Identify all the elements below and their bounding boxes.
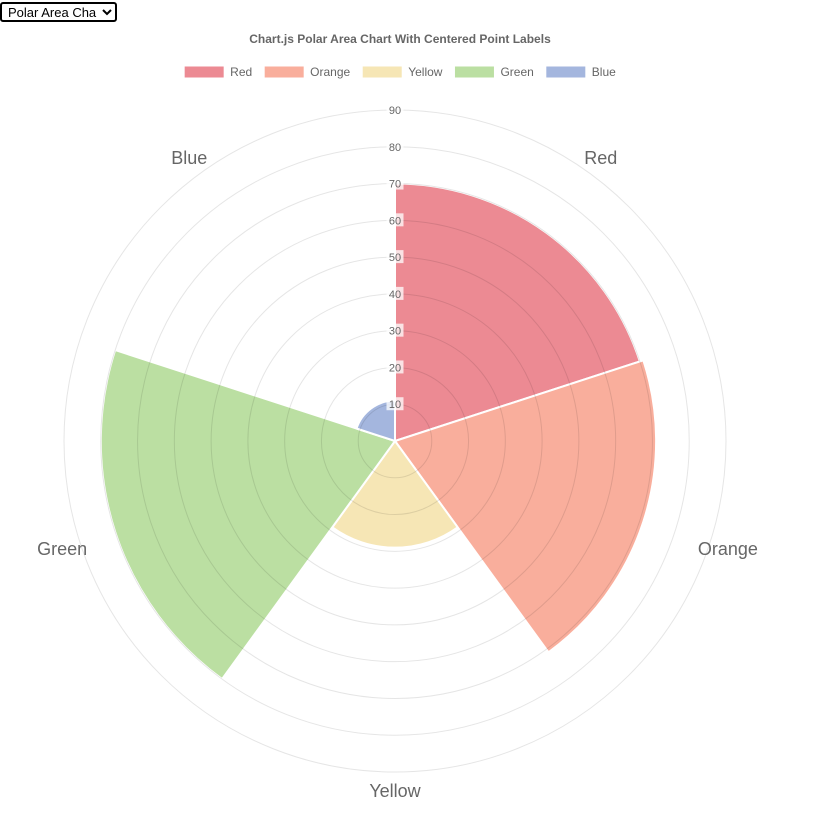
segment-orange[interactable] xyxy=(394,359,658,654)
tick-backdrop xyxy=(386,213,404,227)
tick-label: 10 xyxy=(389,399,401,411)
legend-item-yellow[interactable]: Yellow xyxy=(361,65,443,79)
tick-backdrop xyxy=(386,323,404,337)
tick-backdrop xyxy=(386,250,404,264)
point-label-yellow: Yellow xyxy=(369,781,421,801)
legend-swatch xyxy=(263,65,305,79)
tick-backdrop xyxy=(386,397,404,411)
legend-item-red[interactable]: Red xyxy=(183,65,252,79)
legend-swatch xyxy=(453,65,495,79)
tick-backdrop xyxy=(386,139,404,153)
legend-label: Green xyxy=(500,65,533,79)
tick-label: 70 xyxy=(389,179,401,191)
tick-label: 80 xyxy=(389,142,401,154)
legend-item-orange[interactable]: Orange xyxy=(263,65,351,79)
point-label-green: Green xyxy=(37,539,87,559)
point-label-orange: Orange xyxy=(698,539,758,559)
tick-backdrop xyxy=(386,360,404,374)
legend-label: Red xyxy=(230,65,252,79)
segment-green[interactable] xyxy=(99,349,396,681)
chart-legend: Red Orange Yellow Green Blue xyxy=(183,65,616,79)
tick-label: 30 xyxy=(389,326,401,338)
legend-label: Yellow xyxy=(408,65,443,79)
tick-label: 20 xyxy=(389,362,401,374)
chart-type-select[interactable]: Polar Area Chart xyxy=(0,2,117,22)
point-labels: Red Orange Yellow Green Blue xyxy=(37,148,758,801)
legend-swatch xyxy=(183,65,225,79)
point-label-red: Red xyxy=(584,148,617,168)
tick-label: 50 xyxy=(389,252,401,264)
tick-label: 90 xyxy=(389,105,401,117)
legend-swatch xyxy=(545,65,587,79)
segment-red[interactable] xyxy=(394,182,641,442)
segment-yellow[interactable] xyxy=(331,440,459,549)
tick-backdrop xyxy=(386,103,404,116)
radial-ticks: 10 20 30 40 50 60 70 80 90 xyxy=(386,103,404,411)
point-label-blue: Blue xyxy=(171,148,207,168)
legend-item-green[interactable]: Green xyxy=(453,65,534,79)
legend-label: Orange xyxy=(310,65,350,79)
tick-backdrop xyxy=(386,176,404,190)
legend-label: Blue xyxy=(592,65,616,79)
tick-label: 60 xyxy=(389,215,401,227)
chart-title: Chart.js Polar Area Chart With Centered … xyxy=(249,32,551,46)
legend-item-blue[interactable]: Blue xyxy=(545,65,616,79)
polar-segments xyxy=(99,182,658,681)
tick-backdrop xyxy=(386,286,404,300)
tick-label: 40 xyxy=(389,289,401,301)
legend-swatch xyxy=(361,65,403,79)
